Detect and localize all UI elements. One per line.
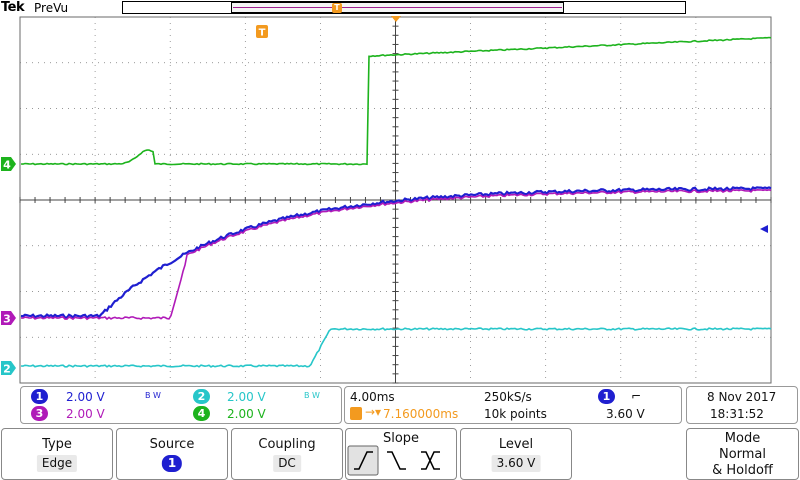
record-trigger-marker: T [332, 3, 342, 13]
ch2-ground-label: 2 [3, 363, 11, 376]
ch4-ground-marker[interactable]: 4 [1, 157, 16, 172]
ch2-waveform [20, 327, 772, 368]
ch3-ground-label: 3 [3, 313, 11, 326]
slope-title: Slope [382, 431, 420, 446]
ch1-bandwidth-limit-icon: B W [145, 391, 161, 400]
either-edge-icon[interactable] [421, 451, 440, 470]
record-waveform-preview [233, 7, 562, 8]
sample-rate: 250kS/s [484, 390, 532, 404]
ch1-badge[interactable]: 1 [31, 389, 48, 404]
source-value: 1 [161, 455, 183, 472]
horizontal-position-icon [350, 407, 362, 420]
trigger-source-badge: 1 [598, 389, 615, 404]
falling-edge-icon[interactable] [387, 451, 406, 470]
graticule [19, 16, 772, 384]
slope-options [347, 445, 440, 476]
ch1-waveform [20, 186, 772, 320]
date-readout: 8 Nov 2017 [707, 390, 777, 404]
source-title: Source [149, 437, 195, 452]
ch2-scale: 2.00 V [227, 390, 266, 404]
source-menu-button[interactable]: Source 1 [116, 428, 228, 480]
ch4-waveform [20, 36, 772, 166]
level-value: 3.60 V [491, 455, 541, 472]
acquisition-mode-label: PreVu [34, 1, 69, 15]
trigger-marker-label: T [259, 28, 266, 39]
type-menu-button[interactable]: Type Edge [1, 428, 113, 480]
record-length: 10k points [484, 407, 547, 421]
timebase-readout-panel [344, 386, 682, 424]
trigger-position-marker[interactable]: T [256, 16, 401, 39]
rising-edge-icon [354, 451, 373, 470]
level-menu-button[interactable]: Level 3.60 V [460, 428, 572, 480]
ch4-ground-label: 4 [3, 159, 11, 172]
ch4-badge[interactable]: 4 [193, 406, 210, 421]
level-title: Level [498, 437, 534, 452]
trigger-slope-indicator: ⌐ [631, 389, 642, 403]
position-arrow-icon: →▾ [365, 405, 382, 419]
channel-readout-panel [20, 386, 342, 424]
horizontal-position: 7.160000ms [383, 407, 459, 421]
ch1-scale: 2.00 V [66, 390, 105, 404]
horizontal-scale: 4.00ms [350, 390, 395, 404]
ch2-badge[interactable]: 2 [193, 389, 210, 404]
mode-title: Mode [724, 431, 761, 446]
type-title: Type [42, 437, 72, 452]
trigger-level-marker[interactable] [760, 225, 768, 233]
ch3-ground-marker[interactable]: 3 [1, 311, 16, 326]
trigger-level-readout: 3.60 V [606, 407, 645, 421]
coupling-title: Coupling [258, 437, 316, 452]
mode-line2: & Holdoff [712, 463, 773, 478]
ch2-bandwidth-limit-icon: B W [304, 391, 320, 400]
brand-logo: Tek [1, 0, 25, 15]
slope-menu-button[interactable]: Slope [345, 428, 457, 480]
coupling-menu-button[interactable]: Coupling DC [231, 428, 343, 480]
mode-line1: Normal [718, 447, 767, 462]
time-readout: 18:31:52 [710, 407, 764, 421]
status-header: Tek PreVu T [0, 0, 800, 17]
ch3-scale: 2.00 V [66, 407, 105, 421]
ch2-ground-marker[interactable]: 2 [1, 361, 16, 376]
ch4-scale: 2.00 V [227, 407, 266, 421]
coupling-value: DC [273, 455, 301, 472]
type-value: Edge [36, 455, 78, 472]
datetime-panel [686, 386, 798, 424]
waveform-display[interactable]: T 4 3 2 [0, 0, 800, 385]
ch3-waveform [20, 188, 772, 321]
ch3-badge[interactable]: 3 [31, 406, 48, 421]
mode-menu-button[interactable]: Mode Normal & Holdoff [686, 428, 799, 480]
